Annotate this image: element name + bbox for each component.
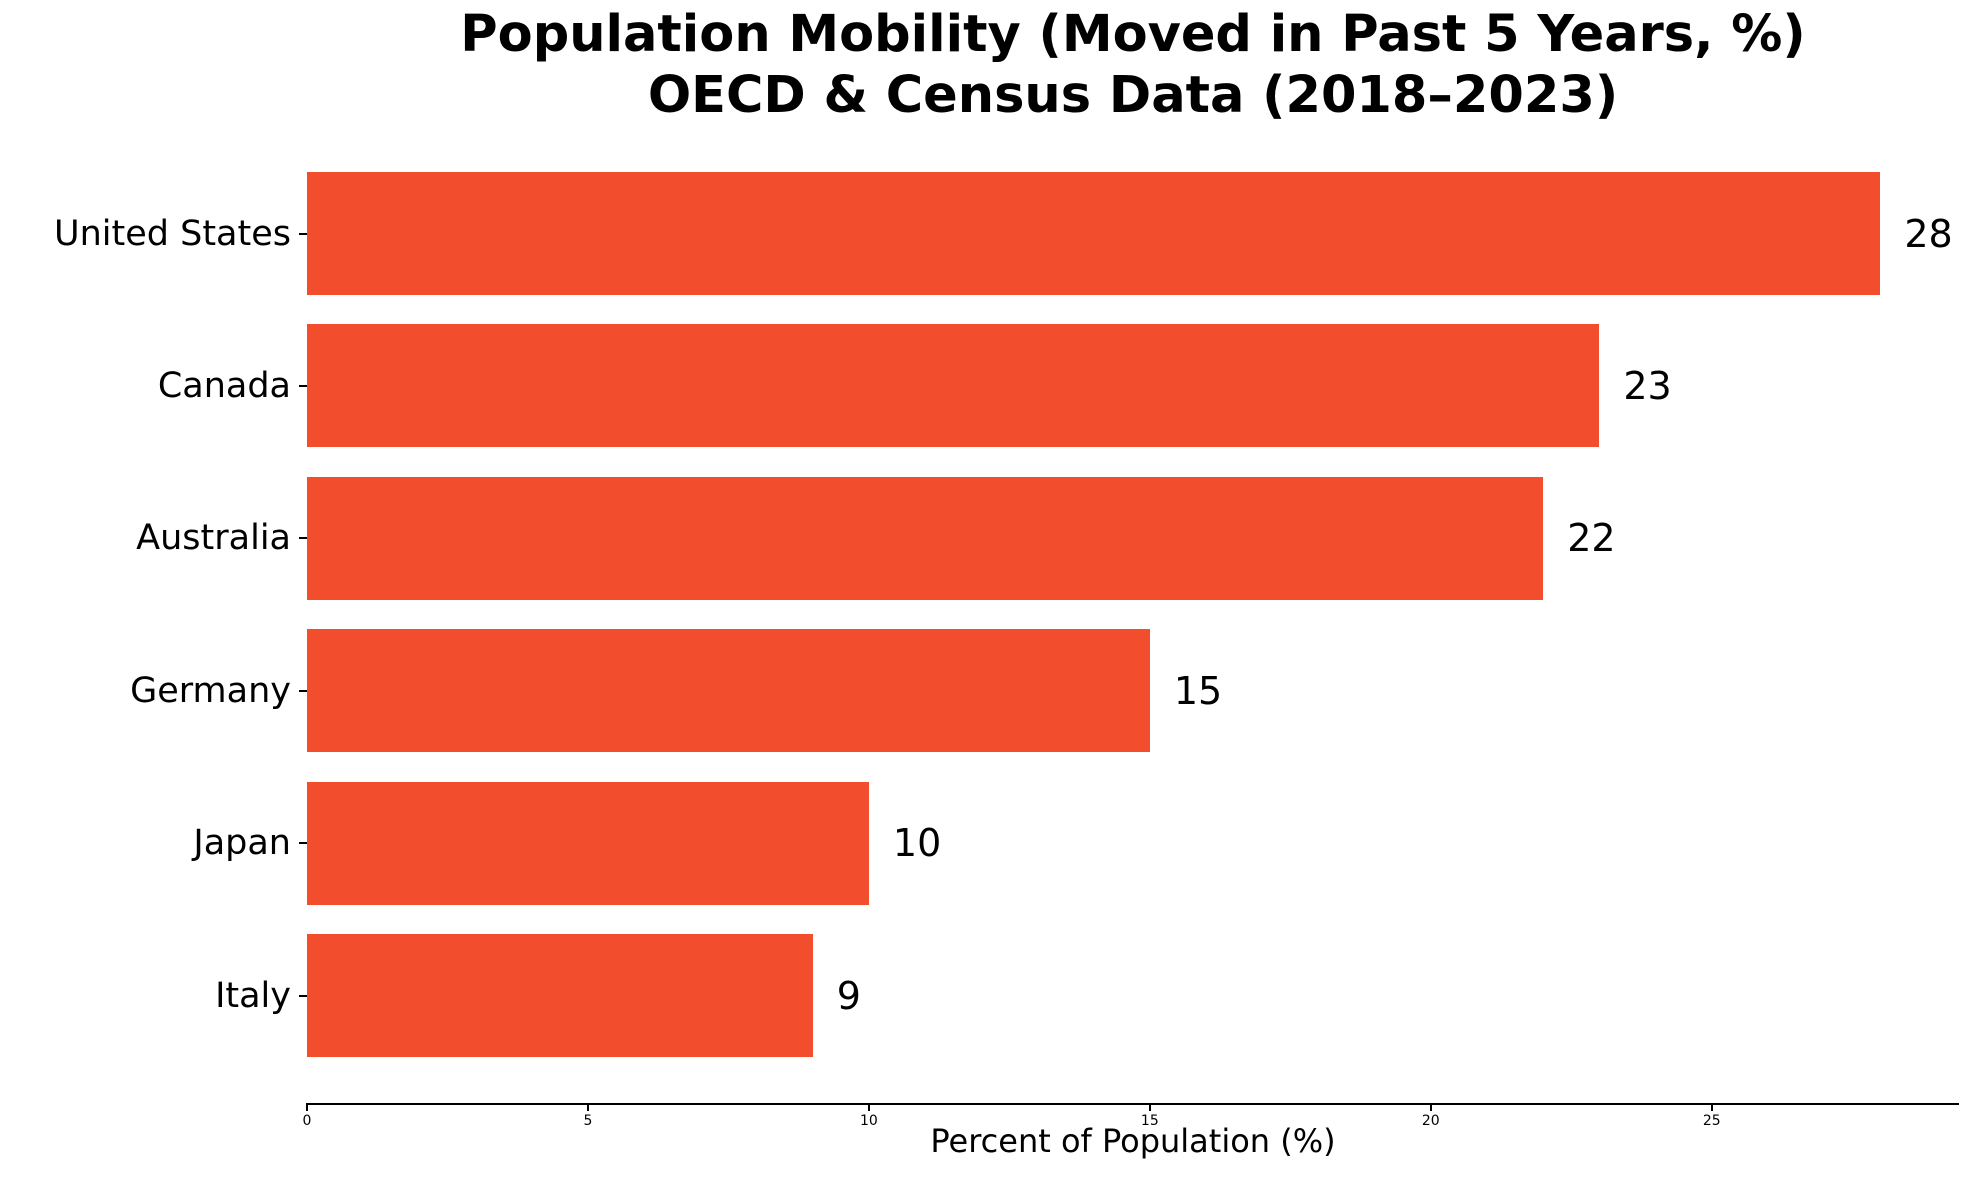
x-tick-mark (867, 1103, 870, 1111)
y-tick-mark (299, 537, 307, 540)
x-tick-mark (306, 1103, 308, 1111)
bar-row: Canada 23 (158, 324, 1959, 448)
bar-row: Australia 22 (136, 476, 1959, 600)
bar-row: Germany 15 (130, 629, 1959, 753)
chart-title: Population Mobility (Moved in Past 5 Yea… (307, 4, 1959, 126)
chart-title-line1: Population Mobility (Moved in Past 5 Yea… (460, 5, 1806, 64)
plot-area: United States 28 Canada 23 Australia 22 German… (54, 157, 1959, 1129)
x-tick-mark (586, 1103, 589, 1111)
bar (307, 934, 813, 1057)
x-tick-label: 10 (859, 1113, 878, 1129)
bar-row: Italy 9 (215, 934, 1959, 1057)
bar-value-label: 9 (836, 973, 861, 1018)
x-axis-ticks: 0 5 10 15 20 25 (303, 1103, 1959, 1143)
bar-value-label: 15 (1173, 668, 1223, 713)
x-tick-label: 5 (583, 1113, 593, 1129)
bar-row: United States 28 (54, 172, 1959, 295)
category-label: United States (53, 213, 291, 254)
bar (307, 324, 1600, 448)
bar (307, 172, 1881, 295)
category-label: Japan (193, 823, 291, 864)
x-tick-label: 0 (302, 1113, 312, 1129)
x-tick-label: 15 (1140, 1113, 1159, 1129)
bar-row: Japan 10 (193, 781, 1959, 905)
x-axis-line (307, 1103, 1959, 1105)
bar (307, 476, 1544, 600)
bar (307, 781, 869, 905)
y-tick-mark (299, 842, 307, 845)
category-label: Italy (215, 975, 291, 1016)
y-tick-mark (299, 384, 307, 387)
bar (307, 629, 1150, 753)
y-tick-mark (299, 689, 307, 692)
category-label: Germany (130, 670, 291, 711)
bar-value-label: 28 (1904, 211, 1953, 256)
x-tick-mark (1148, 1103, 1151, 1111)
category-label: Australia (136, 518, 291, 559)
bar-value-label: 10 (892, 821, 942, 866)
y-tick-mark (299, 232, 307, 235)
x-tick-mark (1710, 1103, 1713, 1111)
bar-value-label: 22 (1567, 516, 1616, 561)
x-axis-label: Percent of Population (%) (930, 1122, 1336, 1160)
x-tick-label: 20 (1421, 1113, 1440, 1129)
bar-value-label: 23 (1623, 363, 1672, 408)
category-label: Canada (157, 365, 291, 406)
chart-title-line2: OECD & Census Data (2018–2023) (647, 66, 1619, 126)
y-tick-mark (299, 994, 307, 997)
x-tick-label: 25 (1702, 1113, 1721, 1129)
x-tick-mark (1429, 1103, 1432, 1111)
